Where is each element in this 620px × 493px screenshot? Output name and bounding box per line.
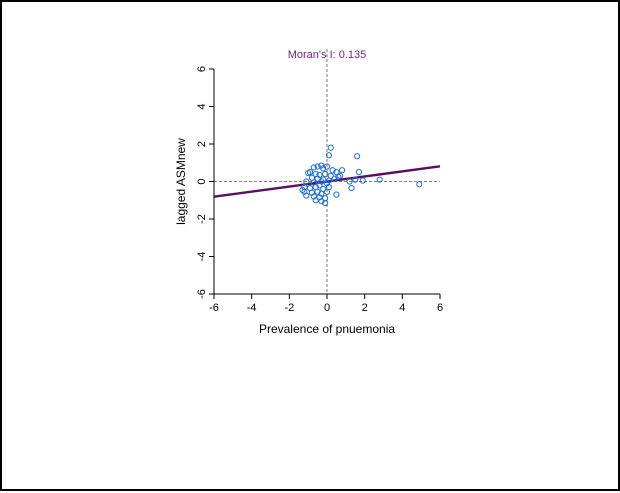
data-point — [352, 176, 359, 183]
data-point — [303, 192, 310, 199]
data-point — [320, 176, 327, 183]
data-point — [325, 152, 332, 159]
data-point — [337, 172, 344, 179]
data-point — [310, 164, 317, 171]
data-point — [355, 169, 363, 176]
data-point — [331, 175, 338, 182]
y-tick-label: 2 — [196, 141, 208, 147]
data-point — [314, 163, 321, 170]
x-tick-label: -2 — [284, 302, 294, 314]
x-tick-label: 2 — [362, 302, 368, 314]
data-point — [299, 186, 306, 194]
data-point — [312, 197, 319, 204]
data-point — [348, 184, 355, 192]
data-point — [323, 188, 331, 195]
data-point — [327, 144, 334, 151]
data-point — [359, 177, 366, 184]
data-point — [338, 167, 346, 174]
y-tick-label: -2 — [196, 214, 208, 224]
y-tick-label: -6 — [196, 289, 208, 299]
y-axis-title: lagged ASMnew — [174, 138, 188, 225]
x-tick-label: -6 — [209, 302, 219, 314]
data-point — [316, 182, 323, 189]
data-point — [354, 153, 361, 160]
x-tick-label: 0 — [324, 302, 330, 314]
data-point — [322, 199, 329, 207]
data-point — [323, 163, 331, 170]
x-tick-label: -4 — [247, 302, 257, 314]
data-point — [303, 178, 310, 185]
y-tick-label: 6 — [196, 66, 208, 72]
regression-line-group — [213, 165, 441, 198]
y-tick-label: 0 — [196, 178, 208, 184]
y-tick-label: -4 — [196, 252, 208, 262]
y-tick-label: 4 — [196, 103, 208, 109]
x-axis-title: Prevalence of pnuemonia — [259, 322, 395, 336]
regression-line — [213, 165, 441, 198]
data-point — [376, 176, 383, 183]
data-point — [333, 191, 340, 198]
x-tick-label: 6 — [437, 302, 443, 314]
data-point — [416, 181, 423, 188]
data-point — [305, 169, 312, 177]
y-axis: -6 -4 -2 0 2 4 6 — [196, 66, 215, 299]
data-point — [322, 170, 329, 178]
data-point — [346, 178, 353, 185]
x-axis: -6 -4 -2 0 2 4 6 — [209, 293, 443, 314]
data-points — [299, 144, 423, 207]
x-tick-label: 4 — [399, 302, 405, 314]
